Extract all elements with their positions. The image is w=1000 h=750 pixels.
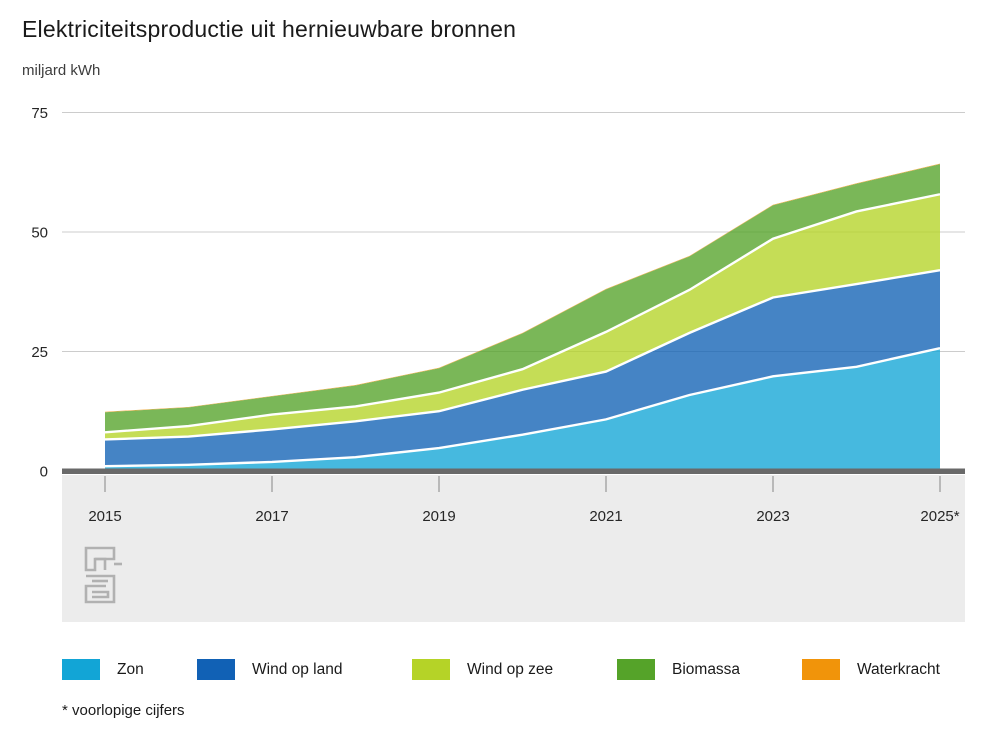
area-zon [105, 348, 940, 471]
x-tick-label: 2017 [255, 508, 288, 525]
legend-swatch [802, 659, 840, 680]
y-tick-label: 50 [31, 225, 48, 242]
legend-item-biomassa[interactable]: Biomassa [617, 659, 740, 680]
band-separator [104, 193, 941, 434]
area-biomassa [105, 164, 940, 433]
band-separator [104, 346, 941, 468]
y-tick-label: 75 [31, 105, 48, 122]
legend-item-waterkracht[interactable]: Waterkracht [802, 659, 940, 680]
unit-label: miljard kWh [22, 62, 101, 79]
legend-item-wind-op-land[interactable]: Wind op land [197, 659, 342, 680]
y-tick-label: 0 [40, 464, 48, 481]
legend-item-wind-op-zee[interactable]: Wind op zee [412, 659, 553, 680]
x-axis-band [62, 475, 965, 622]
legend-label: Biomassa [672, 660, 741, 678]
y-tick-label: 25 [31, 344, 48, 361]
legend-label: Waterkracht [857, 660, 940, 678]
x-tick-label: 2021 [589, 508, 622, 525]
legend-swatch [62, 659, 100, 680]
legend-item-zon[interactable]: Zon [62, 659, 144, 680]
cbs-logo-icon [84, 546, 122, 604]
band-separator [104, 269, 941, 441]
legend-label: Wind op zee [467, 660, 554, 678]
legend-label: Wind op land [252, 660, 343, 678]
legend-swatch [197, 659, 235, 680]
legend: Zon Wind op land Wind op zee Biomassa Waterk… [0, 659, 1000, 689]
legend-label: Zon [117, 660, 144, 678]
area-wind-op-zee [105, 194, 940, 440]
x-tick-label: 2015 [88, 508, 121, 525]
area-wind-op-land [105, 270, 940, 467]
legend-swatch [412, 659, 450, 680]
x-tick-label: 2025* [920, 508, 959, 525]
x-tick-label: 2023 [756, 508, 789, 525]
x-tick-label: 2019 [422, 508, 455, 525]
footnote: * voorlopige cijfers [62, 702, 185, 719]
legend-swatch [617, 659, 655, 680]
x-axis-line [62, 468, 965, 474]
chart-title: Elektriciteitsproductie uit hernieuwbare… [22, 16, 517, 42]
